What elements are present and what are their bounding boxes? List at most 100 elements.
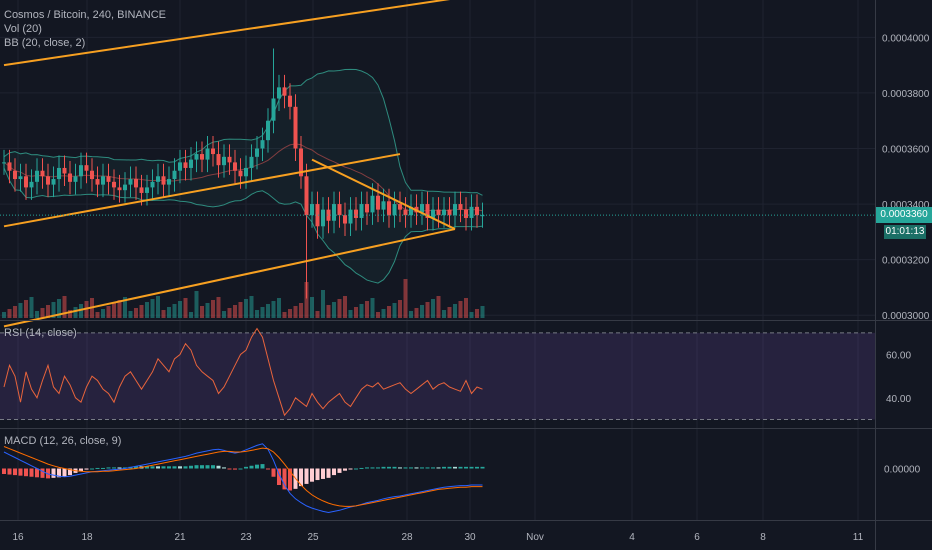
candle-body — [222, 156, 226, 166]
volume-bar — [332, 302, 336, 318]
macd-histogram-bar — [13, 468, 17, 476]
candle-body — [299, 148, 303, 177]
bb-legend[interactable]: BB (20, close, 2) — [4, 37, 86, 49]
candle-body — [326, 209, 331, 221]
volume-bar — [200, 306, 204, 318]
candle-body — [216, 154, 221, 166]
grid-lines — [0, 0, 875, 520]
candle-body — [271, 98, 276, 121]
pane-separator-macd[interactable] — [0, 428, 932, 429]
candle-body — [376, 195, 380, 210]
macd-histogram-bar — [403, 467, 408, 469]
candle-body — [194, 154, 199, 160]
candle-body — [420, 204, 424, 213]
macd-histogram-bar — [321, 468, 325, 479]
volume-bar — [178, 301, 182, 318]
volume-bar — [315, 311, 320, 318]
candle-body — [282, 87, 287, 96]
volume-bar — [79, 304, 83, 318]
macd-histogram-bar — [255, 464, 259, 469]
rsi-series-line — [3, 327, 483, 417]
candle-body — [2, 162, 6, 164]
candle-body — [480, 215, 485, 217]
time-axis-separator — [0, 520, 932, 521]
volume-legend[interactable]: Vol (20) — [4, 23, 42, 35]
rsi-line — [3, 327, 483, 417]
volume-bar — [145, 302, 149, 318]
bb-basis — [3, 143, 483, 212]
macd-legend: MACD (12, 26, close, 9) — [4, 434, 121, 448]
macd-legend-label[interactable]: MACD (12, 26, close, 9) — [4, 435, 122, 447]
price-tick-label: 0.0003400 — [882, 200, 930, 211]
price-tick-label: 0.0003200 — [882, 256, 930, 267]
macd-line — [3, 443, 483, 514]
macd-histogram-bar — [227, 468, 232, 470]
candle-body — [255, 148, 259, 157]
pane-separator-rsi[interactable] — [0, 320, 932, 321]
candle-body — [128, 179, 133, 185]
macd-histogram-bar — [447, 466, 452, 469]
candle-body — [205, 148, 210, 160]
symbol-title[interactable]: Cosmos / Bitcoin, 240, BINANCE — [4, 9, 167, 21]
candle-body — [178, 162, 182, 171]
candle-body — [458, 204, 463, 210]
candle-body — [189, 159, 193, 168]
candle-body — [7, 162, 12, 171]
volume-bar — [370, 298, 375, 318]
volume-bar — [13, 306, 17, 318]
candle-body — [183, 162, 188, 168]
macd-histogram-bar — [282, 468, 287, 490]
bb-fill — [4, 69, 483, 284]
rsi-band — [0, 332, 875, 420]
volume-bar — [343, 296, 347, 318]
candle-body — [233, 162, 237, 171]
candle-body — [431, 209, 435, 218]
candle-body — [293, 106, 298, 149]
candle-body — [387, 201, 391, 216]
macd-histogram-bar — [167, 466, 171, 469]
volume-bar — [183, 298, 188, 318]
candle-body — [238, 170, 243, 177]
volume-bar — [381, 309, 386, 318]
volume-bar — [409, 311, 413, 318]
rsi-tick-label: 60.00 — [886, 351, 911, 362]
volume-bar — [95, 312, 100, 318]
candle-body — [403, 209, 408, 216]
volume-bar — [2, 312, 6, 318]
candle-body — [475, 206, 479, 216]
macd-histogram-bar — [57, 468, 61, 478]
time-tick-label: 11 — [853, 532, 864, 543]
macd-histogram-bar — [409, 467, 413, 469]
macd-histogram-bar — [458, 466, 463, 469]
volume-bar — [387, 306, 391, 318]
rsi-legend-label[interactable]: RSI (14, close) — [4, 327, 77, 339]
macd-histogram-bar — [359, 467, 364, 469]
candle-body — [392, 204, 397, 216]
volume-bar — [244, 299, 248, 318]
volume-bar — [194, 291, 199, 318]
volume-bar — [255, 310, 259, 318]
macd-histogram-bar — [381, 466, 386, 469]
trendlines[interactable] — [3, 0, 510, 328]
macd-histogram-bar — [2, 468, 6, 474]
volume-bar — [277, 298, 281, 318]
macd-histogram-bar — [150, 466, 155, 469]
candle-body — [57, 167, 61, 180]
candle-body — [62, 167, 67, 174]
bollinger-bands — [3, 68, 483, 284]
candle-body — [24, 176, 28, 188]
macd-histogram-bar — [442, 466, 446, 469]
macd-histogram-bar — [134, 466, 138, 469]
time-tick-label: 21 — [174, 532, 186, 543]
main-legend: Cosmos / Bitcoin, 240, BINANCE Vol (20) … — [4, 8, 166, 50]
candle-body — [266, 120, 270, 141]
candle-body — [354, 209, 358, 218]
candle-body — [227, 156, 232, 163]
macd-histogram-bar — [40, 468, 45, 478]
volume-bar — [453, 304, 457, 318]
candle-body — [84, 165, 89, 171]
candle-body — [101, 176, 105, 185]
price-tick-label: 0.0004000 — [882, 33, 930, 44]
candle-body — [139, 187, 144, 193]
